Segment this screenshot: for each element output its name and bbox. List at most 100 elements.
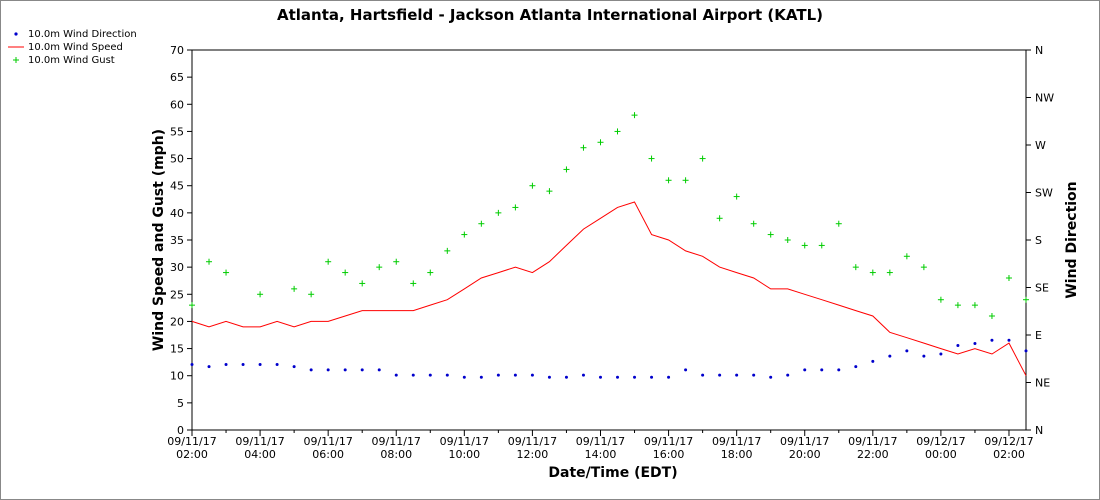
x-tick-date: 09/11/17	[303, 435, 352, 448]
wind-gust-point	[393, 258, 400, 265]
x-tick-date: 09/11/17	[780, 435, 829, 448]
y2-tick-label: S	[1035, 234, 1042, 247]
wind-gust-point	[461, 231, 468, 238]
wind-gust-point	[699, 155, 706, 162]
x-tick-date: 09/12/17	[984, 435, 1033, 448]
y2-axis-title: Wind Direction	[1064, 181, 1080, 298]
x-tick-date: 09/12/17	[916, 435, 965, 448]
wind-gust-point	[1023, 296, 1029, 303]
wind-direction-point	[803, 368, 807, 372]
wind-gust-point	[920, 264, 927, 271]
wind-direction-point	[343, 368, 347, 372]
wind-gust-point	[223, 269, 230, 276]
wind-direction-point	[547, 375, 551, 379]
wind-gust-point	[733, 193, 740, 200]
y2-tick-label: N	[1035, 44, 1043, 57]
y-tick-label: 70	[170, 44, 184, 57]
wind-direction-point	[837, 368, 841, 372]
y-tick-label: 35	[170, 234, 184, 247]
wind-gust-point	[648, 155, 655, 162]
wind-direction-point	[905, 349, 909, 353]
wind-gust-point	[512, 204, 519, 211]
wind-gust-point	[682, 177, 689, 184]
wind-gust-point	[325, 258, 332, 265]
wind-gust-point	[410, 280, 417, 287]
y-tick-label: 20	[170, 315, 184, 328]
x-tick-date: 09/11/17	[167, 435, 216, 448]
x-axis: 09/11/1702:0009/11/1704:0009/11/1706:000…	[167, 430, 1034, 461]
y-axis-right: N NE E SE S SW W NW N	[1026, 44, 1054, 437]
wind-gust-point	[767, 231, 774, 238]
wind-gust-point	[189, 302, 195, 309]
x-tick-time: 02:00	[993, 448, 1025, 461]
y2-tick-label: NE	[1035, 377, 1050, 390]
y-tick-label: 60	[170, 98, 184, 111]
x-tick-time: 00:00	[925, 448, 957, 461]
wind-direction-point	[718, 373, 722, 377]
y-axis-left: 0 5 10 15 20 25 30 35 40 45 50 55 60 65 70	[170, 44, 192, 437]
x-tick-date: 09/11/17	[712, 435, 761, 448]
wind-direction-point	[1024, 349, 1028, 353]
x-tick-time: 12:00	[517, 448, 549, 461]
y-tick-label: 55	[170, 125, 184, 138]
wind-direction-point	[871, 359, 875, 363]
wind-gust-point	[835, 220, 842, 227]
wind-direction-point	[684, 368, 688, 372]
x-tick-time: 22:00	[857, 448, 889, 461]
wind-direction-point	[241, 363, 245, 367]
x-tick-date: 09/11/17	[576, 435, 625, 448]
x-tick-time: 10:00	[448, 448, 480, 461]
wind-direction-point	[598, 375, 602, 379]
wind-direction-point	[581, 373, 585, 377]
y-tick-label: 50	[170, 153, 184, 166]
wind-direction-point	[616, 375, 620, 379]
wind-direction-point	[854, 365, 858, 369]
wind-direction-point	[445, 373, 449, 377]
wind-gust-point	[308, 291, 315, 298]
y-tick-label: 65	[170, 71, 184, 84]
wind-gust-point	[971, 302, 978, 309]
x-tick-time: 16:00	[653, 448, 685, 461]
wind-direction-point	[326, 368, 330, 372]
wind-gust-point	[1005, 275, 1012, 281]
wind-direction-point	[939, 352, 943, 356]
wind-direction-point	[513, 373, 517, 377]
wind-gust-point	[597, 139, 604, 146]
plot-area	[191, 49, 1027, 431]
wind-gust-point	[869, 269, 876, 276]
wind-gust-point	[937, 296, 944, 303]
y-tick-label: 10	[170, 370, 184, 383]
wind-gust-point	[852, 264, 859, 271]
wind-gust-point	[563, 166, 570, 173]
wind-direction-point	[888, 354, 892, 358]
wind-gust-point	[954, 302, 961, 309]
wind-direction-point	[922, 354, 926, 358]
wind-direction-point	[769, 375, 773, 379]
x-tick-time: 06:00	[312, 448, 344, 461]
wind-direction-point	[479, 375, 483, 379]
y-tick-label: 30	[170, 261, 184, 274]
legend-label-wind-gust: 10.0m Wind Gust	[28, 55, 115, 66]
wind-direction-point	[428, 373, 432, 377]
wind-gust-point	[818, 242, 825, 249]
wind-gust-point	[784, 237, 791, 243]
y2-tick-label: SW	[1035, 187, 1053, 200]
y2-tick-label: E	[1035, 329, 1042, 342]
wind-gust-point	[716, 215, 723, 222]
x-axis-title: Date/Time (EDT)	[548, 465, 677, 481]
wind-gust-point	[903, 253, 910, 260]
y-tick-label: 45	[170, 180, 184, 193]
wind-direction-point	[1007, 338, 1011, 342]
wind-gust-point	[495, 209, 502, 216]
wind-direction-point	[956, 344, 960, 348]
wind-gust-point	[801, 242, 808, 249]
x-tick-time: 02:00	[176, 448, 208, 461]
y-tick-label: 40	[170, 207, 184, 220]
y-tick-label: 0	[177, 424, 184, 437]
legend-marker-wind-gust	[13, 57, 19, 63]
wind-gust-point	[665, 177, 672, 184]
series-wind-speed	[191, 201, 1027, 376]
wind-speed-line	[191, 201, 1027, 376]
legend-marker-wind-direction	[14, 32, 18, 36]
series-wind-direction	[190, 338, 1028, 379]
